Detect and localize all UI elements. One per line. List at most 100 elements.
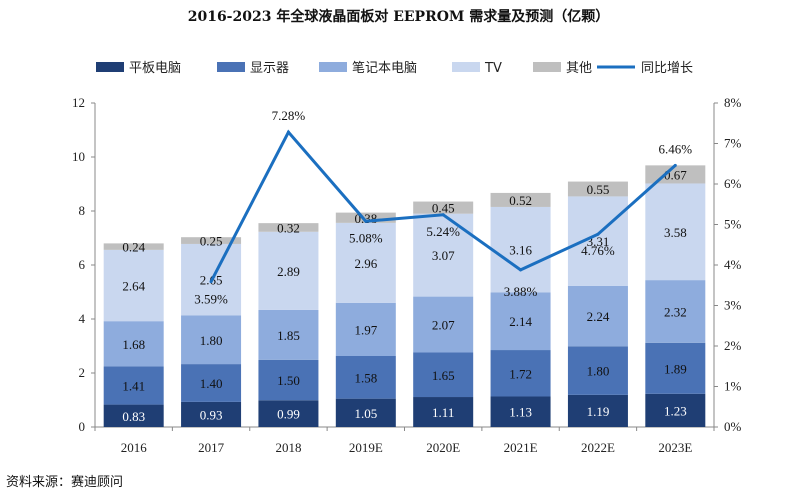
growth-data-label: 5.24%: [426, 224, 460, 239]
bar-segment: [567, 196, 628, 286]
growth-point: [209, 280, 213, 284]
legend-label: 同比增长: [641, 61, 693, 76]
bar-data-label: 0.52: [509, 193, 532, 208]
bar-data-label: 0.25: [200, 234, 223, 249]
left-tick-label: 2: [79, 365, 86, 380]
legend-label: 显示器: [250, 61, 289, 76]
bar-segment: [335, 355, 396, 399]
bar-data-label: 0.24: [122, 240, 145, 255]
bar-data-label: 1.89: [664, 361, 687, 376]
bar-data-label: 2.32: [664, 304, 687, 319]
bar-data-label: 1.40: [200, 376, 223, 391]
growth-point: [673, 163, 677, 167]
growth-data-label: 5.08%: [349, 230, 383, 245]
bar-data-label: 1.13: [509, 405, 532, 420]
bar-segment: [335, 222, 396, 303]
legend-label: 其他: [566, 61, 592, 76]
right-tick-label: 3%: [724, 298, 742, 313]
left-tick-label: 4: [79, 311, 86, 326]
bar-data-label: 3.16: [509, 243, 532, 258]
growth-point: [596, 232, 600, 236]
legend-swatch: [217, 62, 245, 72]
bar-data-label: 0.67: [664, 167, 687, 182]
bar-data-label: 2.64: [122, 279, 145, 294]
bar-segment: [103, 321, 164, 367]
bar-segment: [181, 401, 242, 427]
bar-segment: [490, 350, 551, 397]
bar-data-label: 1.58: [354, 370, 377, 385]
growth-point: [441, 213, 445, 217]
bar-segment: [413, 201, 474, 214]
bar-segment: [567, 181, 628, 197]
bar-segment: [645, 280, 706, 343]
bar-data-label: 1.65: [432, 368, 455, 383]
bar-segment: [645, 393, 706, 427]
x-tick-label: 2021E: [504, 440, 538, 455]
bar-segment: [103, 404, 164, 427]
legend-label: TV: [484, 61, 502, 76]
legend-swatch: [319, 62, 347, 72]
bar-segment: [567, 394, 628, 427]
bar-data-label: 0.93: [200, 407, 223, 422]
bar-data-label: 0.32: [277, 220, 300, 235]
bar-segment: [181, 237, 242, 244]
left-tick-label: 12: [72, 95, 85, 110]
right-tick-label: 1%: [724, 379, 742, 394]
bar-segment: [335, 398, 396, 427]
growth-data-label: 6.46%: [659, 141, 693, 156]
bar-segment: [490, 206, 551, 293]
legend-swatch: [533, 62, 561, 72]
bar-data-label: 1.11: [432, 405, 454, 420]
bar-data-label: 0.45: [432, 201, 455, 216]
bar-data-label: 3.58: [664, 225, 687, 240]
x-tick-label: 2018: [275, 440, 301, 455]
bar-segment: [181, 315, 242, 365]
legend-label: 平板电脑: [129, 61, 181, 76]
bar-segment: [335, 212, 396, 223]
bar-data-label: 1.80: [200, 333, 223, 348]
source-note: 资料来源：赛迪顾问: [6, 475, 124, 490]
x-tick-label: 2019E: [349, 440, 383, 455]
bar-segment: [103, 243, 164, 250]
left-tick-label: 10: [72, 149, 85, 164]
right-tick-label: 5%: [724, 217, 742, 232]
bar-data-label: 1.50: [277, 373, 300, 388]
bar-data-label: 0.83: [122, 409, 145, 424]
bar-segment: [258, 223, 319, 232]
bar-data-label: 3.07: [432, 248, 455, 263]
right-tick-label: 0%: [724, 419, 742, 434]
x-tick-label: 2017: [198, 440, 225, 455]
growth-point: [519, 268, 523, 272]
bar-segment: [258, 231, 319, 310]
left-tick-label: 0: [79, 419, 86, 434]
growth-point: [286, 130, 290, 134]
growth-data-label: 7.28%: [272, 108, 306, 123]
right-tick-label: 7%: [724, 136, 742, 151]
bar-segment: [103, 366, 164, 405]
chart-title: 2016-2023 年全球液晶面板对 EEPROM 需求量及预测（亿颗）: [187, 9, 610, 25]
x-tick-label: 2016: [121, 440, 148, 455]
bar-data-label: 1.80: [587, 364, 610, 379]
bar-segment: [258, 309, 319, 360]
bar-data-label: 2.24: [587, 309, 610, 324]
bar-segment: [258, 359, 319, 401]
bar-segment: [490, 292, 551, 351]
bar-data-label: 0.99: [277, 407, 300, 422]
bar-data-label: 1.68: [122, 337, 145, 352]
bar-data-label: 1.85: [277, 328, 300, 343]
bar-data-label: 2.89: [277, 264, 300, 279]
growth-data-label: 3.88%: [504, 284, 538, 299]
bar-data-label: 1.41: [122, 379, 145, 394]
bar-segment: [490, 192, 551, 207]
bar-data-label: 2.96: [354, 256, 377, 271]
bar-data-label: 0.55: [587, 182, 610, 197]
legend-swatch: [452, 62, 480, 72]
bar-data-label: 2.14: [509, 314, 532, 329]
growth-data-label: 4.76%: [581, 243, 615, 258]
x-tick-label: 2022E: [581, 440, 615, 455]
left-tick-label: 8: [79, 203, 86, 218]
right-tick-label: 4%: [724, 257, 742, 272]
bar-segment: [645, 183, 706, 281]
left-tick-label: 6: [79, 257, 86, 272]
